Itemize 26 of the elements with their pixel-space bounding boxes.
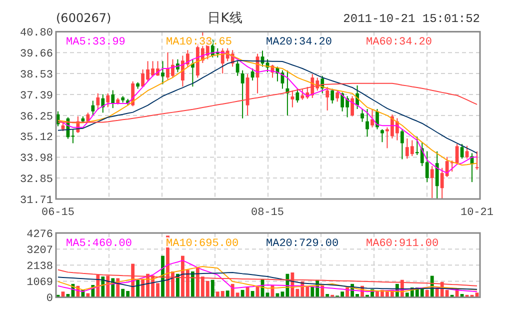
x-tick-label: 06-15 <box>41 207 75 219</box>
text: MA60:911.00 <box>366 238 439 250</box>
y-tick-label: 35.12 <box>20 132 53 144</box>
y-tick-label: 33.98 <box>20 153 53 166</box>
series-label: MA20:34.20 <box>266 36 332 49</box>
y-tick-label: 0 <box>46 293 53 306</box>
y-tick-label: 36.25 <box>20 111 53 124</box>
y-tick-label: 40.80 <box>20 28 53 40</box>
x-tick-label: 08-15 <box>250 207 284 219</box>
y-tick-label: 3207 <box>26 244 53 257</box>
text: MA5:460.00 <box>66 238 132 250</box>
x-tick-label: 10-21 <box>460 207 494 219</box>
text: MA5:33.99 <box>66 36 126 49</box>
y-tick-label: 32.85 <box>20 174 53 186</box>
y-tick-label: 31.71 <box>20 194 54 207</box>
chart-title: 日K线 <box>208 11 242 26</box>
y-tick-label: 1069 <box>26 277 53 290</box>
chart-subtitle: (600267) <box>56 11 112 25</box>
y-tick-label: 2138 <box>26 261 53 273</box>
y-tick-label: 37.39 <box>20 90 53 102</box>
y-tick-label: 39.66 <box>20 48 53 61</box>
y-tick-label: 4276 <box>26 228 53 241</box>
text: MA60:34.20 <box>366 36 432 49</box>
y-tick-label: 38.53 <box>20 69 53 82</box>
text: 2011-10-21 15:01:52 <box>343 12 480 26</box>
text: MA20:729.00 <box>266 238 339 250</box>
